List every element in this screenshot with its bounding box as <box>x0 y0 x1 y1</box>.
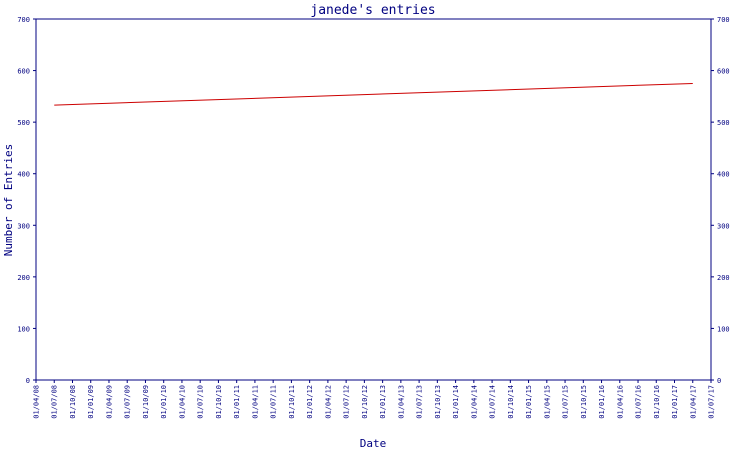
y-axis-label: Number of Entries <box>2 144 15 257</box>
x-tick-label: 01/07/17 <box>708 385 716 419</box>
x-tick-label: 01/10/10 <box>215 385 223 419</box>
x-tick-label: 01/10/13 <box>434 385 442 419</box>
x-tick-label: 01/04/13 <box>397 385 405 419</box>
x-tick-label: 01/04/16 <box>616 385 624 419</box>
x-tick-label: 01/04/09 <box>105 385 113 419</box>
x-tick-label: 01/07/16 <box>635 385 643 419</box>
x-tick-label: 01/04/14 <box>470 385 478 419</box>
x-tick-label: 01/01/09 <box>87 385 95 419</box>
x-tick-label: 01/07/12 <box>343 385 351 419</box>
y-tick-label-left: 0 <box>26 377 30 385</box>
x-tick-label: 01/10/11 <box>288 385 296 419</box>
chart-title: janede's entries <box>310 3 435 18</box>
x-tick-label: 01/01/17 <box>671 385 679 419</box>
x-tick-label: 01/10/14 <box>507 385 515 419</box>
x-tick-label: 01/07/13 <box>416 385 424 419</box>
x-tick-label: 01/10/12 <box>361 385 369 419</box>
y-tick-label-right: 400 <box>717 171 730 179</box>
y-tick-label-right: 0 <box>717 377 721 385</box>
x-tick-label: 01/01/10 <box>160 385 168 419</box>
x-tick-label: 01/10/15 <box>580 385 588 419</box>
y-tick-label-left: 600 <box>17 68 30 76</box>
x-tick-label: 01/07/14 <box>489 385 497 419</box>
y-tick-label-left: 300 <box>17 222 30 230</box>
x-tick-label: 01/01/15 <box>525 385 533 419</box>
y-tick-label-left: 100 <box>17 325 30 333</box>
x-tick-label: 01/07/11 <box>270 385 278 419</box>
x-tick-label: 01/04/17 <box>689 385 697 419</box>
x-tick-label: 01/07/10 <box>197 385 205 419</box>
x-tick-label: 01/01/12 <box>306 385 314 419</box>
x-tick-label: 01/04/15 <box>543 385 551 419</box>
y-tick-label-left: 500 <box>17 119 30 127</box>
x-tick-label: 01/01/11 <box>233 385 241 419</box>
y-tick-label-left: 400 <box>17 171 30 179</box>
series-line <box>54 82 693 106</box>
x-tick-label: 01/04/08 <box>33 385 41 419</box>
y-tick-label-right: 700 <box>717 16 730 24</box>
x-tick-label: 01/01/16 <box>598 385 606 419</box>
y-tick-label-left: 700 <box>17 16 30 24</box>
y-tick-label-right: 300 <box>717 222 730 230</box>
x-tick-label: 01/04/12 <box>324 385 332 419</box>
x-tick-label: 01/10/16 <box>653 385 661 419</box>
x-tick-label: 01/07/15 <box>562 385 570 419</box>
x-tick-label: 01/10/08 <box>69 385 77 419</box>
y-tick-label-right: 200 <box>717 274 730 282</box>
y-tick-label-right: 100 <box>717 325 730 333</box>
x-tick-label: 01/04/11 <box>251 385 259 419</box>
x-axis-label: Date <box>360 437 387 450</box>
x-tick-label: 01/07/08 <box>51 385 59 419</box>
x-tick-label: 01/10/09 <box>142 385 150 419</box>
y-tick-label-right: 500 <box>717 119 730 127</box>
x-tick-label: 01/07/09 <box>124 385 132 419</box>
x-tick-label: 01/01/13 <box>379 385 387 419</box>
plot-area <box>35 18 712 381</box>
x-tick-label: 01/01/14 <box>452 385 460 419</box>
x-tick-label: 01/04/10 <box>178 385 186 419</box>
y-tick-label-right: 600 <box>717 68 730 76</box>
y-tick-label-left: 200 <box>17 274 30 282</box>
